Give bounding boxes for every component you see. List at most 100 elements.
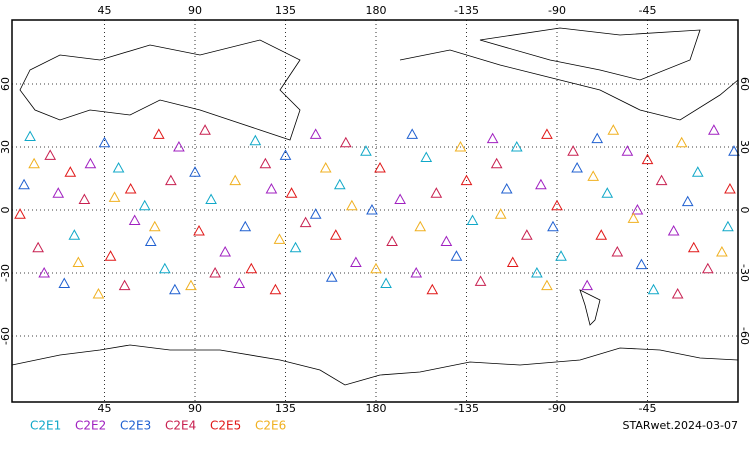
map-frame — [11, 19, 739, 403]
observation-marker — [687, 241, 700, 253]
observation-marker — [490, 157, 503, 169]
coastline — [19, 39, 301, 141]
observation-marker — [193, 224, 205, 236]
observation-marker — [209, 266, 221, 278]
observation-marker — [158, 262, 171, 274]
footer-label: STARwet.2024-03-07 — [622, 419, 738, 432]
observation-marker — [289, 241, 302, 253]
observation-marker — [547, 220, 559, 232]
observation-marker — [205, 193, 217, 204]
observation-marker — [259, 157, 272, 169]
observation-marker — [98, 136, 111, 148]
x-tick-label: -135 — [454, 4, 479, 17]
observation-marker — [510, 140, 523, 152]
observation-marker — [722, 220, 734, 232]
observation-marker — [708, 124, 720, 135]
x-tick-label: 135 — [275, 402, 296, 415]
observation-marker — [716, 245, 728, 257]
observation-marker — [567, 145, 579, 156]
observation-marker — [535, 178, 547, 190]
observation-marker — [112, 161, 125, 173]
observation-marker — [249, 134, 262, 146]
observation-marker — [370, 262, 382, 274]
y-tick-label: -30 — [738, 264, 750, 282]
observation-marker — [245, 262, 258, 274]
observation-marker — [44, 149, 57, 160]
observation-marker — [239, 220, 252, 232]
observation-marker — [541, 128, 553, 139]
observation-marker — [420, 151, 433, 162]
y-tick-label: 0 — [0, 207, 12, 214]
observation-marker — [454, 140, 467, 152]
observation-marker — [108, 191, 121, 202]
observation-marker — [655, 174, 668, 186]
observation-marker — [148, 220, 161, 232]
legend-label: C2E2 — [75, 419, 106, 433]
observation-marker — [92, 287, 105, 299]
observation-marker — [32, 241, 44, 253]
observation-marker — [72, 256, 85, 267]
observation-marker — [185, 279, 197, 291]
observation-marker — [500, 182, 513, 194]
observation-marker — [430, 187, 443, 198]
observation-marker — [627, 212, 640, 223]
observation-marker — [581, 279, 594, 291]
observation-marker — [138, 199, 151, 211]
observation-marker — [329, 229, 342, 240]
observation-marker — [621, 145, 634, 156]
y-tick-label: -60 — [738, 327, 750, 345]
observation-marker — [169, 283, 181, 295]
x-tick-label: 90 — [188, 402, 202, 415]
observation-marker — [440, 235, 453, 246]
observation-marker — [58, 277, 71, 288]
legend-label: C2E5 — [210, 419, 241, 433]
observation-marker — [38, 266, 51, 278]
observation-marker — [541, 279, 553, 291]
observation-marker — [124, 182, 137, 194]
observation-marker — [28, 157, 40, 169]
x-tick-label: 180 — [366, 4, 387, 17]
observation-marker — [189, 166, 201, 177]
y-tick-label: 0 — [738, 207, 750, 214]
legend-label: C2E1 — [30, 419, 61, 433]
observation-marker — [494, 208, 507, 219]
observation-marker — [460, 174, 473, 186]
observation-marker — [273, 233, 286, 244]
coastline — [579, 289, 601, 326]
observation-marker — [18, 178, 30, 190]
observation-marker — [333, 178, 346, 190]
observation-marker — [233, 277, 246, 288]
observation-marker — [24, 130, 36, 141]
observation-marker — [410, 266, 423, 278]
observation-marker — [647, 283, 660, 295]
observation-marker — [571, 161, 583, 173]
observation-marker — [144, 235, 157, 246]
observation-marker — [78, 193, 91, 204]
y-tick-label: 30 — [738, 140, 750, 154]
observation-marker — [152, 128, 165, 139]
legend-label: C2E3 — [120, 419, 151, 433]
observation-marker — [319, 161, 332, 173]
observation-marker — [380, 277, 392, 288]
observation-marker — [601, 187, 614, 198]
observation-marker — [631, 203, 644, 215]
observation-marker — [350, 256, 362, 267]
observation-marker — [531, 266, 543, 278]
observation-marker — [611, 245, 624, 257]
legend-label: C2E4 — [165, 419, 196, 433]
observation-marker — [229, 174, 242, 186]
observation-marker — [701, 262, 714, 274]
observation-marker — [394, 193, 406, 204]
legend-label: C2E6 — [255, 419, 286, 433]
observation-marker — [555, 250, 567, 261]
y-tick-label: 60 — [0, 77, 12, 91]
x-tick-label: -90 — [548, 4, 566, 17]
y-tick-label: 60 — [738, 77, 750, 91]
observation-marker — [309, 208, 322, 219]
observation-marker — [118, 279, 131, 291]
observation-marker — [450, 250, 463, 261]
x-tick-label: -135 — [454, 402, 479, 415]
observation-marker — [724, 182, 736, 194]
